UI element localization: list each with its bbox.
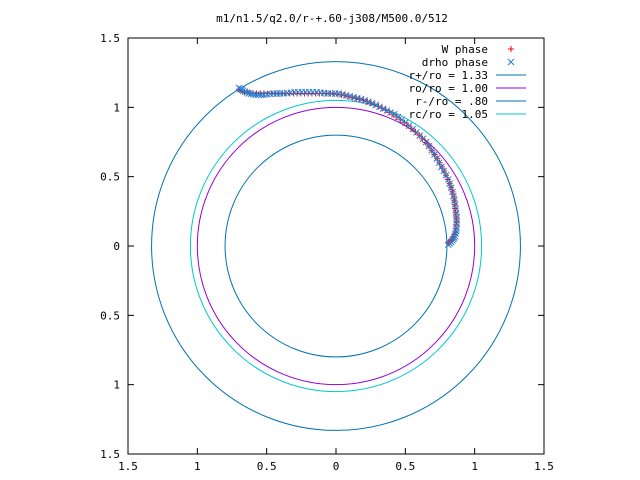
point	[422, 138, 430, 146]
circle-3	[189, 99, 483, 393]
legend-label: ro/ro = 1.00	[409, 82, 488, 95]
x-tick-label: 1.5	[534, 460, 554, 473]
point	[361, 97, 369, 104]
point	[276, 90, 284, 97]
point	[376, 103, 383, 111]
x-tick-label: 1	[194, 460, 201, 473]
point	[270, 90, 277, 97]
point	[444, 176, 452, 183]
legend-marker	[508, 46, 514, 52]
point	[440, 167, 448, 175]
point	[365, 98, 372, 106]
point	[449, 188, 456, 196]
point	[398, 116, 405, 124]
point	[446, 180, 454, 187]
point	[372, 101, 380, 109]
legend-label: r-/ro = .80	[415, 95, 488, 108]
y-tick-label: 1.5	[100, 32, 120, 45]
circle-1	[196, 106, 476, 386]
point	[252, 91, 259, 99]
point	[425, 142, 433, 150]
point	[273, 90, 281, 97]
x-tick-label: 0	[333, 460, 340, 473]
point	[450, 192, 457, 200]
point	[442, 171, 450, 179]
y-tick-label: 1	[113, 101, 120, 114]
point	[394, 113, 402, 121]
point	[428, 146, 436, 154]
point	[431, 151, 438, 158]
point	[387, 109, 394, 116]
point	[239, 87, 247, 95]
series-1	[235, 84, 460, 248]
point	[433, 155, 441, 162]
point	[379, 105, 387, 113]
point	[452, 230, 460, 237]
y-tick-label: 1	[113, 379, 120, 392]
point	[386, 109, 393, 116]
x-tick-label: 1.5	[118, 460, 138, 473]
point	[254, 91, 262, 99]
point	[447, 184, 455, 192]
point	[383, 107, 391, 114]
point	[435, 159, 443, 167]
x-tick-label: 1	[471, 460, 478, 473]
legend-label: drho phase	[422, 56, 488, 69]
legend-label: r+/ro = 1.33	[409, 69, 488, 82]
circle-2	[224, 134, 448, 358]
y-tick-label: 1.5	[100, 448, 120, 461]
point	[390, 110, 398, 118]
axis-ticks: 1.5 1 0.5 0 0.5 1 1.51.510.500.511.5	[100, 32, 554, 473]
legend-label: rc/ro = 1.05	[409, 108, 488, 121]
point	[243, 89, 251, 96]
point	[452, 227, 460, 235]
point	[450, 196, 458, 204]
point	[453, 224, 460, 232]
point	[368, 99, 376, 107]
x-tick-label: 0.5	[257, 460, 277, 473]
point	[438, 163, 445, 171]
point	[444, 241, 452, 248]
chart-title: m1/n1.5/q2.0/r-+.60-j308/M500.0/512	[216, 12, 448, 25]
phase-series	[235, 84, 460, 248]
y-tick-label: 0	[113, 240, 120, 253]
x-tick-label: 0.5	[395, 460, 415, 473]
y-tick-label: 0.5	[100, 309, 120, 322]
y-tick-label: 0.5	[100, 171, 120, 184]
circle-0	[151, 61, 521, 431]
point	[257, 91, 265, 99]
point	[241, 88, 249, 95]
legend-marker	[507, 58, 515, 66]
point	[357, 95, 365, 103]
legend-label: W phase	[442, 43, 488, 56]
